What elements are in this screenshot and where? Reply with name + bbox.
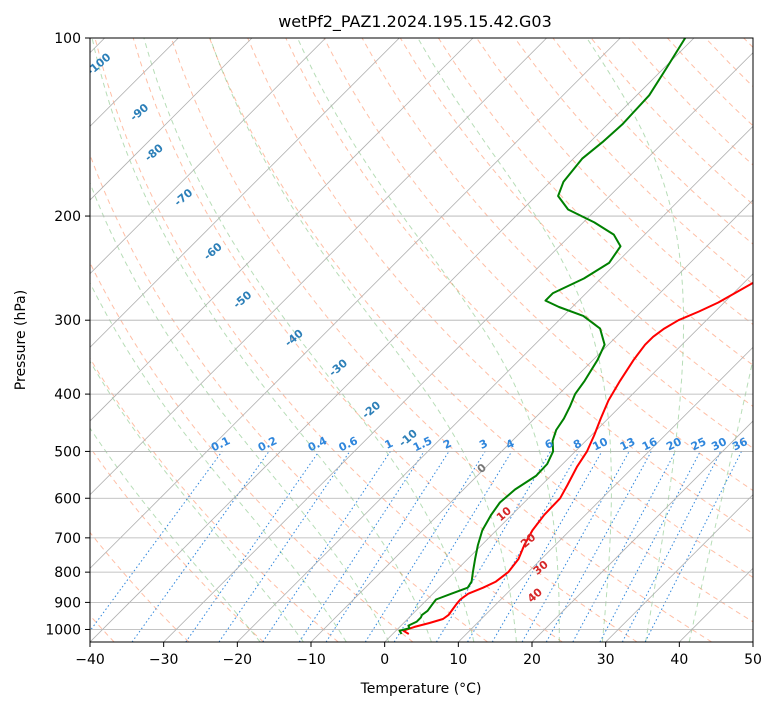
- x-axis-ticks: −40 −30 −20 −10 0 10 20 30 40 50: [75, 642, 762, 668]
- mixing-ratio-line: [491, 451, 603, 642]
- mixing-ratio-line: [572, 451, 676, 642]
- dry-adiabat-line: [209, 38, 753, 623]
- y-axis-label: Pressure (hPa): [13, 290, 29, 390]
- axes-frame: [89, 37, 754, 643]
- isotherm-line: [531, 420, 753, 642]
- y-tick-label: 100: [54, 31, 81, 47]
- mixing-ratio-line: [185, 451, 320, 642]
- isotherm-line: [90, 38, 400, 348]
- mixing-ratio-line: [90, 451, 223, 632]
- moist-adiabat-line: [417, 38, 612, 642]
- isotherm-line: [90, 38, 547, 496]
- isotherm-line: [90, 38, 695, 642]
- mixing-ratio-label: 10: [591, 435, 611, 454]
- mixing-ratio-label: 16: [640, 435, 660, 454]
- isotherm-line: [384, 273, 753, 642]
- isobars: [90, 38, 753, 630]
- plot-area: 0.1 0.2 0.4 0.6 1 1.5 2 3 4 6 8 10 13 16 20 25 30 36-100-…: [90, 38, 753, 642]
- isotherm-line: [90, 38, 326, 275]
- moist-adiabat-line: [297, 38, 560, 642]
- x-tick-label: 0: [380, 652, 389, 668]
- mixing-ratio-label: 20: [664, 435, 684, 454]
- dry-adiabat-line: [399, 38, 753, 408]
- dry-adiabat-line: [247, 38, 753, 578]
- dry-adiabat-line: [170, 38, 712, 642]
- isotherms: [90, 38, 753, 642]
- dry-adiabat-line: [94, 38, 563, 642]
- x-tick-label: 50: [744, 652, 762, 668]
- y-tick-label: 600: [54, 491, 81, 507]
- mixing-ratio-line: [467, 451, 580, 642]
- moist-adiabat-line: [90, 181, 390, 642]
- isotherm-line: [163, 52, 753, 642]
- moist-adiabat-line: [586, 38, 685, 642]
- mixing-ratio-line: [131, 451, 270, 642]
- mixing-ratio-line: [218, 451, 351, 642]
- isotherm-line: [605, 494, 753, 642]
- x-tick-label: 40: [670, 652, 688, 668]
- y-tick-label: 1000: [45, 622, 81, 638]
- y-tick-label: 200: [54, 209, 81, 225]
- chart-title: wetPf2_PAZ1.2024.195.15.42.G03: [278, 12, 552, 32]
- x-tick-label: −20: [223, 652, 253, 668]
- mixing-ratio-label: 30: [709, 435, 729, 454]
- moist-adiabat-line: [90, 427, 261, 642]
- y-axis-ticks: 100 200 300 400 500 600 700 800 900 1000: [45, 31, 90, 638]
- x-tick-label: −30: [149, 652, 179, 668]
- dry-adiabat-line: [90, 446, 264, 642]
- y-tick-label: 300: [54, 313, 81, 329]
- y-tick-label: 800: [54, 565, 81, 581]
- mixing-ratio-lines: [90, 451, 742, 642]
- dry-adiabat-line: [90, 531, 190, 642]
- dewpoint-profile-line: [398, 38, 687, 635]
- temperature-profile-line: [402, 281, 753, 635]
- profiles: [398, 38, 753, 635]
- mixing-ratio-label: 13: [618, 435, 637, 453]
- isotherm-line: [90, 38, 621, 569]
- mixing-ratio-line: [521, 451, 630, 642]
- dry-adiabat-line: [132, 38, 638, 642]
- mixing-ratio-line: [364, 451, 486, 642]
- dry-adiabat-line: [90, 153, 488, 642]
- x-tick-label: −10: [296, 652, 326, 668]
- moist-adiabat-line: [91, 38, 432, 642]
- x-tick-label: −40: [75, 652, 105, 668]
- dry-adiabat-line: [90, 357, 339, 642]
- y-tick-label: 400: [54, 387, 81, 403]
- x-axis-label: Temperature (°C): [360, 681, 482, 697]
- mixing-ratio-label: 25: [689, 435, 708, 453]
- isotherm-line: [458, 346, 753, 642]
- mixing-ratio-line: [325, 451, 450, 642]
- x-tick-label: 20: [523, 652, 541, 668]
- isotherm-line: [90, 38, 474, 422]
- mixing-ratio-label: 36: [730, 435, 750, 454]
- x-tick-label: 30: [597, 652, 615, 668]
- moist-adiabat-line: [209, 38, 517, 642]
- isotherm-line: [237, 125, 753, 642]
- y-tick-label: 700: [54, 531, 81, 547]
- isotherm-line: [310, 199, 753, 642]
- mixing-ratio-line: [393, 451, 513, 642]
- mixing-ratio-line: [435, 451, 552, 642]
- isotherm-line: [90, 38, 253, 201]
- moist-adiabat-line: [143, 38, 475, 642]
- x-tick-label: 10: [449, 652, 467, 668]
- y-tick-label: 900: [54, 595, 81, 611]
- dry-adiabat-line: [514, 38, 753, 285]
- moist-adiabat-line: [90, 360, 304, 642]
- y-tick-label: 500: [54, 444, 81, 460]
- moist-adiabats: [90, 38, 753, 642]
